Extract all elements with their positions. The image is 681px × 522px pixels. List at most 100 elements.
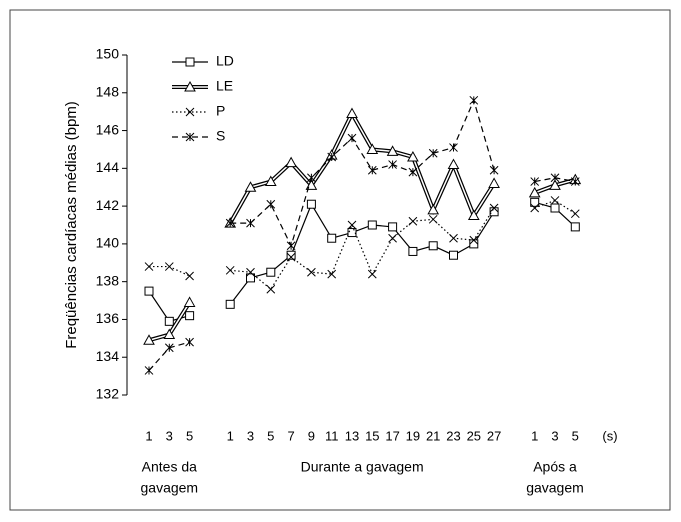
series xyxy=(144,197,580,326)
series xyxy=(143,107,582,345)
marker xyxy=(306,199,316,209)
x-unit: (s) xyxy=(602,428,617,443)
marker xyxy=(530,203,540,213)
marker xyxy=(550,203,560,213)
series xyxy=(144,196,580,294)
marker xyxy=(225,218,235,228)
marker xyxy=(428,148,438,158)
marker xyxy=(266,199,276,209)
marker xyxy=(266,267,276,277)
marker xyxy=(530,197,540,207)
marker xyxy=(549,179,561,190)
marker xyxy=(367,165,377,175)
marker xyxy=(327,152,337,162)
y-tick-label: 146 xyxy=(96,121,120,137)
x-tick-label: 5 xyxy=(267,428,274,443)
x-tick-label: 5 xyxy=(572,428,579,443)
marker xyxy=(183,296,196,307)
marker xyxy=(388,160,397,169)
marker xyxy=(386,145,399,156)
marker xyxy=(488,177,500,188)
legend-label: P xyxy=(216,103,225,119)
marker xyxy=(367,220,377,230)
marker xyxy=(307,173,316,183)
marker xyxy=(388,233,397,243)
marker xyxy=(347,133,357,143)
x-tick-label: 13 xyxy=(345,428,359,443)
marker xyxy=(469,239,479,249)
marker xyxy=(408,216,418,226)
x-tick-label: 25 xyxy=(467,428,481,443)
marker xyxy=(164,343,174,353)
legend-item: S xyxy=(172,128,225,144)
group-label: gavagem xyxy=(141,480,199,496)
marker xyxy=(246,273,255,283)
marker xyxy=(163,328,176,340)
legend-item: LE xyxy=(172,78,233,94)
x-tick-label: 19 xyxy=(406,428,420,443)
y-tick-label: 142 xyxy=(96,197,120,213)
marker xyxy=(286,252,296,262)
marker xyxy=(530,177,540,186)
marker xyxy=(185,311,195,321)
x-tick-label: 9 xyxy=(308,428,315,443)
marker xyxy=(449,250,458,260)
marker xyxy=(327,269,337,279)
marker xyxy=(467,209,480,221)
marker xyxy=(144,366,154,375)
marker xyxy=(570,209,580,219)
marker xyxy=(185,107,195,117)
marker xyxy=(408,167,418,177)
marker xyxy=(264,175,277,187)
marker xyxy=(489,203,499,213)
marker xyxy=(144,286,154,296)
marker xyxy=(164,262,174,271)
x-tick-label: 7 xyxy=(287,428,294,443)
legend-item: LD xyxy=(172,53,234,69)
marker xyxy=(286,241,296,251)
marker xyxy=(366,143,379,154)
marker xyxy=(367,269,377,279)
marker xyxy=(185,271,194,281)
marker xyxy=(428,241,438,251)
marker xyxy=(489,207,499,217)
legend-item: P xyxy=(172,103,225,119)
marker xyxy=(266,284,276,294)
legend-label: LD xyxy=(216,53,234,69)
x-tick-label: 3 xyxy=(166,428,173,443)
marker xyxy=(286,250,296,260)
marker xyxy=(427,203,440,215)
x-tick-label: 3 xyxy=(247,428,254,443)
marker xyxy=(285,156,297,168)
marker xyxy=(428,214,438,224)
marker xyxy=(449,143,458,152)
marker xyxy=(225,265,235,275)
y-tick-label: 134 xyxy=(96,348,120,364)
x-tick-label: 23 xyxy=(446,428,460,443)
x-tick-label: 1 xyxy=(531,428,538,443)
marker xyxy=(347,228,357,238)
marker xyxy=(244,181,257,192)
y-tick-label: 144 xyxy=(96,159,120,175)
marker xyxy=(246,218,255,228)
marker xyxy=(327,233,337,243)
marker xyxy=(528,186,541,198)
marker xyxy=(185,57,195,67)
marker xyxy=(550,173,560,183)
x-tick-label: 27 xyxy=(487,428,501,443)
y-tick-label: 150 xyxy=(96,46,120,62)
y-tick-label: 140 xyxy=(96,235,120,251)
x-tick-label: 11 xyxy=(325,428,339,443)
marker xyxy=(347,220,357,230)
y-tick-label: 132 xyxy=(96,386,120,402)
x-tick-label: 5 xyxy=(186,428,193,443)
x-tick-label: 21 xyxy=(426,428,440,443)
frame xyxy=(9,9,671,511)
marker xyxy=(447,158,460,170)
marker xyxy=(144,262,154,271)
marker xyxy=(225,299,235,309)
x-tick-label: 3 xyxy=(551,428,558,443)
x-tick-label: 15 xyxy=(365,428,379,443)
marker xyxy=(307,267,316,277)
